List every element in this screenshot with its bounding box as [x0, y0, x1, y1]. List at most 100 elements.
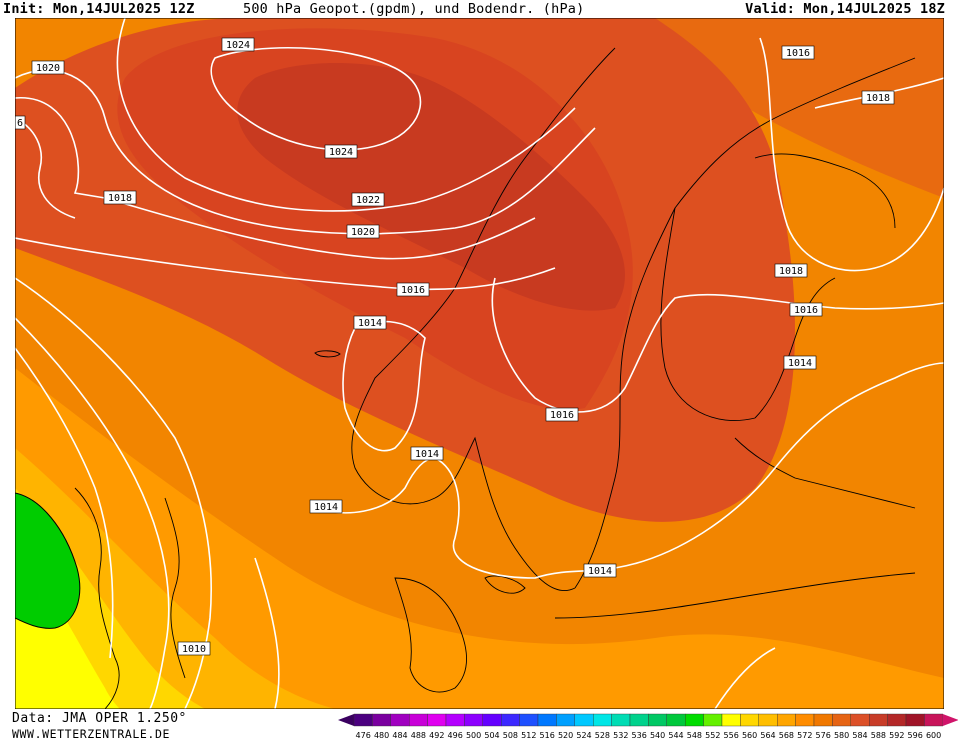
svg-text:1014: 1014	[358, 318, 382, 329]
isobar-label: 1014	[583, 563, 617, 578]
legend-color-box	[390, 713, 410, 727]
svg-text:1024: 1024	[329, 147, 353, 158]
svg-text:1016: 1016	[550, 410, 574, 421]
legend-tick-label: 528	[595, 731, 610, 740]
legend-tick-label: 588	[871, 731, 886, 740]
coastlines	[74, 47, 916, 709]
legend-color-box	[869, 713, 888, 727]
isobar-label: 1018	[103, 190, 137, 205]
isobar-label: 1022	[351, 192, 385, 207]
isobar-1010	[15, 317, 170, 709]
legend-color-box	[721, 713, 741, 727]
isobar-label: 1014	[410, 446, 444, 461]
isobar-1020	[15, 69, 596, 235]
legend-tick-label: 572	[797, 731, 812, 740]
legend-tick-label: 560	[742, 731, 757, 740]
svg-text:1010: 1010	[182, 644, 206, 655]
legend-arrow-high	[942, 714, 958, 726]
svg-text:1014: 1014	[588, 566, 612, 577]
isobar-1008	[15, 347, 114, 659]
legend-tick-label: 536	[632, 731, 647, 740]
legend-tick-label: 580	[834, 731, 849, 740]
legend-color-box	[353, 713, 373, 727]
weather-map: 1024 1024 1022 1020 1020 1018 1018 1018 …	[15, 18, 944, 709]
legend-color-box	[905, 713, 925, 727]
legend-color-box	[758, 713, 778, 727]
legend-color-box	[813, 713, 833, 727]
isobar-label: 1018	[861, 90, 895, 105]
legend-tick-label: 596	[908, 731, 923, 740]
isobar-1014b	[314, 362, 944, 579]
legend-color-box	[629, 713, 649, 727]
isobar-1022	[116, 18, 576, 212]
legend-tick-label: 576	[816, 731, 831, 740]
legend-color-box	[519, 713, 539, 727]
legend-color-box	[464, 713, 483, 727]
legend-tick-label: 512	[521, 731, 536, 740]
svg-text:1014: 1014	[415, 449, 439, 460]
legend-tick-label: 544	[668, 731, 683, 740]
legend-color-box	[685, 713, 704, 727]
isobar-label: 1014	[309, 499, 343, 514]
legend-color-box	[445, 713, 465, 727]
isobar-label: 1016	[789, 302, 823, 317]
legend-tick-label: 492	[429, 731, 444, 740]
isobar-1014c	[254, 557, 280, 709]
isobar-label: 6	[15, 115, 26, 130]
legend-tick-labels: 476 480 484 488 492 496 500 504 508 512 516 520 524 5…	[356, 731, 942, 740]
isobar-label: 1020	[346, 224, 380, 239]
isobar-1016b	[491, 277, 944, 413]
legend-color-box	[703, 713, 723, 727]
field-572-south	[15, 368, 944, 709]
map-title: 500 hPa Geopot.(gpdm), und Bodendr. (hPa…	[243, 1, 585, 17]
legend-tick-label: 556	[724, 731, 739, 740]
isobar-1012-se	[714, 647, 776, 709]
legend-color-box	[850, 713, 870, 727]
legend-tick-label: 508	[503, 731, 518, 740]
isobar-label: 1020	[31, 60, 65, 75]
svg-text:1014: 1014	[788, 358, 812, 369]
legend-color-box	[500, 713, 520, 727]
svg-text:1018: 1018	[866, 93, 890, 104]
legend-tick-label: 520	[558, 731, 573, 740]
legend-color-box	[740, 713, 759, 727]
svg-text:6: 6	[17, 118, 23, 129]
legend-color-boxes	[338, 713, 958, 727]
legend-color-box	[574, 713, 594, 727]
isobar-label: 1010	[177, 641, 211, 656]
svg-text:1020: 1020	[351, 227, 375, 238]
legend-color-box	[593, 713, 612, 727]
legend-color-box	[427, 713, 447, 727]
legend-color-box	[832, 713, 851, 727]
svg-text:1024: 1024	[226, 40, 250, 51]
legend-tick-label: 532	[613, 731, 628, 740]
legend-color-box	[795, 713, 815, 727]
isobar-1014a	[342, 320, 426, 452]
isobar-label: 1016	[781, 45, 815, 60]
isobar-1024	[210, 46, 422, 151]
legend-color-box	[482, 713, 502, 727]
svg-text:1014: 1014	[314, 502, 338, 513]
legend-color-box	[666, 713, 686, 727]
legend-arrow-low	[338, 714, 354, 726]
legend-tick-label: 488	[411, 731, 426, 740]
legend-tick-label: 476	[356, 731, 371, 740]
isobar-labels: 1024 1024 1022 1020 1020 1018 1018 1018 …	[15, 37, 895, 656]
legend-tick-label: 516	[540, 731, 555, 740]
isobar-label: 1024	[221, 37, 255, 52]
isobar-1016	[15, 237, 556, 291]
legend-color-box	[777, 713, 796, 727]
svg-text:1016: 1016	[401, 285, 425, 296]
legend-color-box	[648, 713, 667, 727]
legend-tick-label: 564	[760, 731, 775, 740]
field-588-core	[237, 63, 625, 311]
legend-tick-label: 568	[779, 731, 794, 740]
init-time-label: Init: Mon,14JUL2025 12Z	[3, 1, 195, 17]
isobars	[15, 18, 944, 709]
isobar-1018	[15, 97, 536, 260]
field-580-ne	[535, 18, 944, 198]
isobar-1018-ne	[759, 37, 944, 272]
svg-text:1020: 1020	[36, 63, 60, 74]
legend-tick-label: 600	[926, 731, 941, 740]
legend-color-box	[408, 713, 428, 727]
